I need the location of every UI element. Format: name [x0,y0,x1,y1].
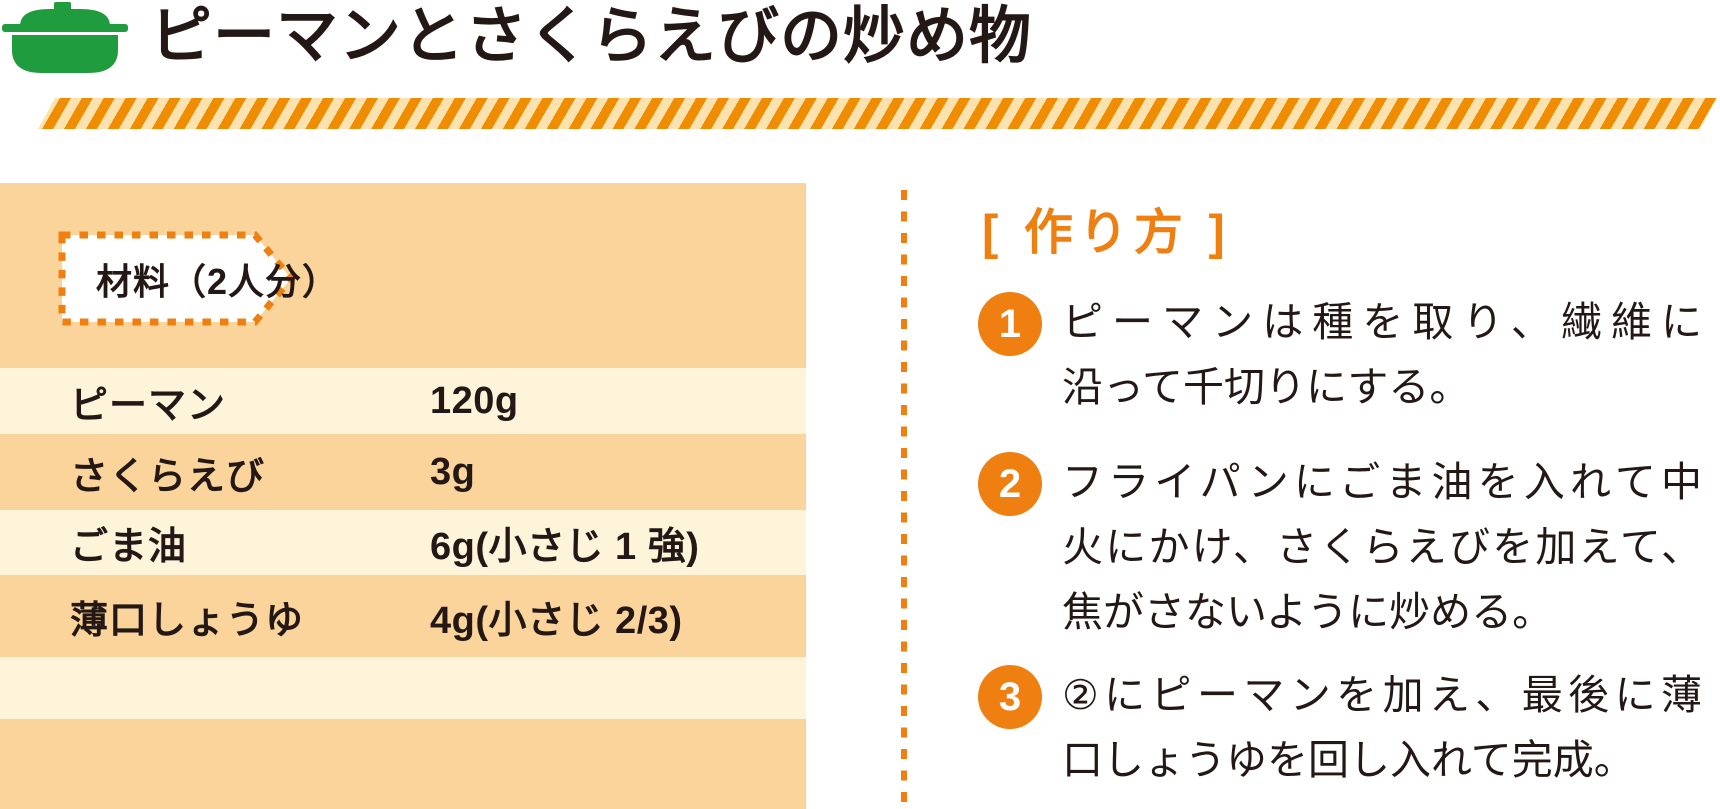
ingredient-row: ごま油 6g(小さじ 1 強) [0,510,806,575]
step-text-line: 沿って千切りにする。 [1062,364,1471,410]
steps-heading: [ 作り方 ] [982,206,1231,260]
ingredients-header: 材料（2人分） [96,260,340,302]
title-row: ピーマンとさくらえびの炒め物 [2,0,1032,74]
step-text: フライパンにごま油を入れて中 火にかけ、さくらえびを加えて、 焦がさないように炒… [1062,450,1702,645]
step-text-line: フライパンにごま油を入れて中 [1062,459,1702,505]
empty-row [0,657,806,719]
step-item: 2 フライパンにごま油を入れて中 火にかけ、さくらえびを加えて、 焦がさないよう… [978,450,1702,645]
ingredient-row: ピーマン 120g [0,368,806,434]
step-text-line: ピーマンは種を取り、繊維に [1062,299,1702,345]
ingredient-amount: 120g [430,379,519,422]
ingredient-name: ごま油 [70,526,188,568]
ingredients-header-zone: 材料（2人分） [0,183,806,368]
steps-panel: [ 作り方 ] 1 ピーマンは種を取り、繊維に 沿って千切りにする。 2 フライ… [978,0,1720,809]
step-number-badge: 1 [978,292,1042,356]
ingredient-row: 薄口しょうゆ 4g(小さじ 2/3) [0,575,806,657]
step-text-line: 焦がさないように炒める。 [1062,589,1554,635]
step-number-badge: 3 [978,665,1042,729]
step-text: ②にピーマンを加え、最後に薄 口しょうゆを回し入れて完成。 [1062,663,1702,793]
pot-icon [2,0,128,74]
dotted-divider [901,190,907,809]
ingredient-amount: 3g [430,450,476,493]
ingredients-banner: 材料（2人分） [58,231,338,326]
step-number-badge: 2 [978,452,1042,516]
step-text-line: 口しょうゆを回し入れて完成。 [1062,737,1635,783]
ingredient-name: さくらえび [70,455,266,498]
ingredients-panel: 材料（2人分） ピーマン 120g さくらえび 3g ごま油 6g(小さじ 1 … [0,183,806,809]
page-title: ピーマンとさくらえびの炒め物 [150,2,1033,71]
ingredient-name: ピーマン [70,384,227,427]
step-item: 3 ②にピーマンを加え、最後に薄 口しょうゆを回し入れて完成。 [978,663,1702,793]
striped-divider [38,98,1717,129]
ingredient-row: さくらえび 3g [0,434,806,510]
step-text-line: 火にかけ、さくらえびを加えて、 [1062,524,1702,570]
step-item: 1 ピーマンは種を取り、繊維に 沿って千切りにする。 [978,290,1702,420]
ingredient-amount: 4g(小さじ 2/3) [430,599,683,642]
ingredient-amount: 6g(小さじ 1 強) [430,526,700,568]
step-text-line: ②にピーマンを加え、最後に薄 [1062,672,1702,718]
ingredient-name: 薄口しょうゆ [70,599,305,642]
step-text: ピーマンは種を取り、繊維に 沿って千切りにする。 [1062,290,1702,420]
banner-arrow-outline [58,231,296,326]
